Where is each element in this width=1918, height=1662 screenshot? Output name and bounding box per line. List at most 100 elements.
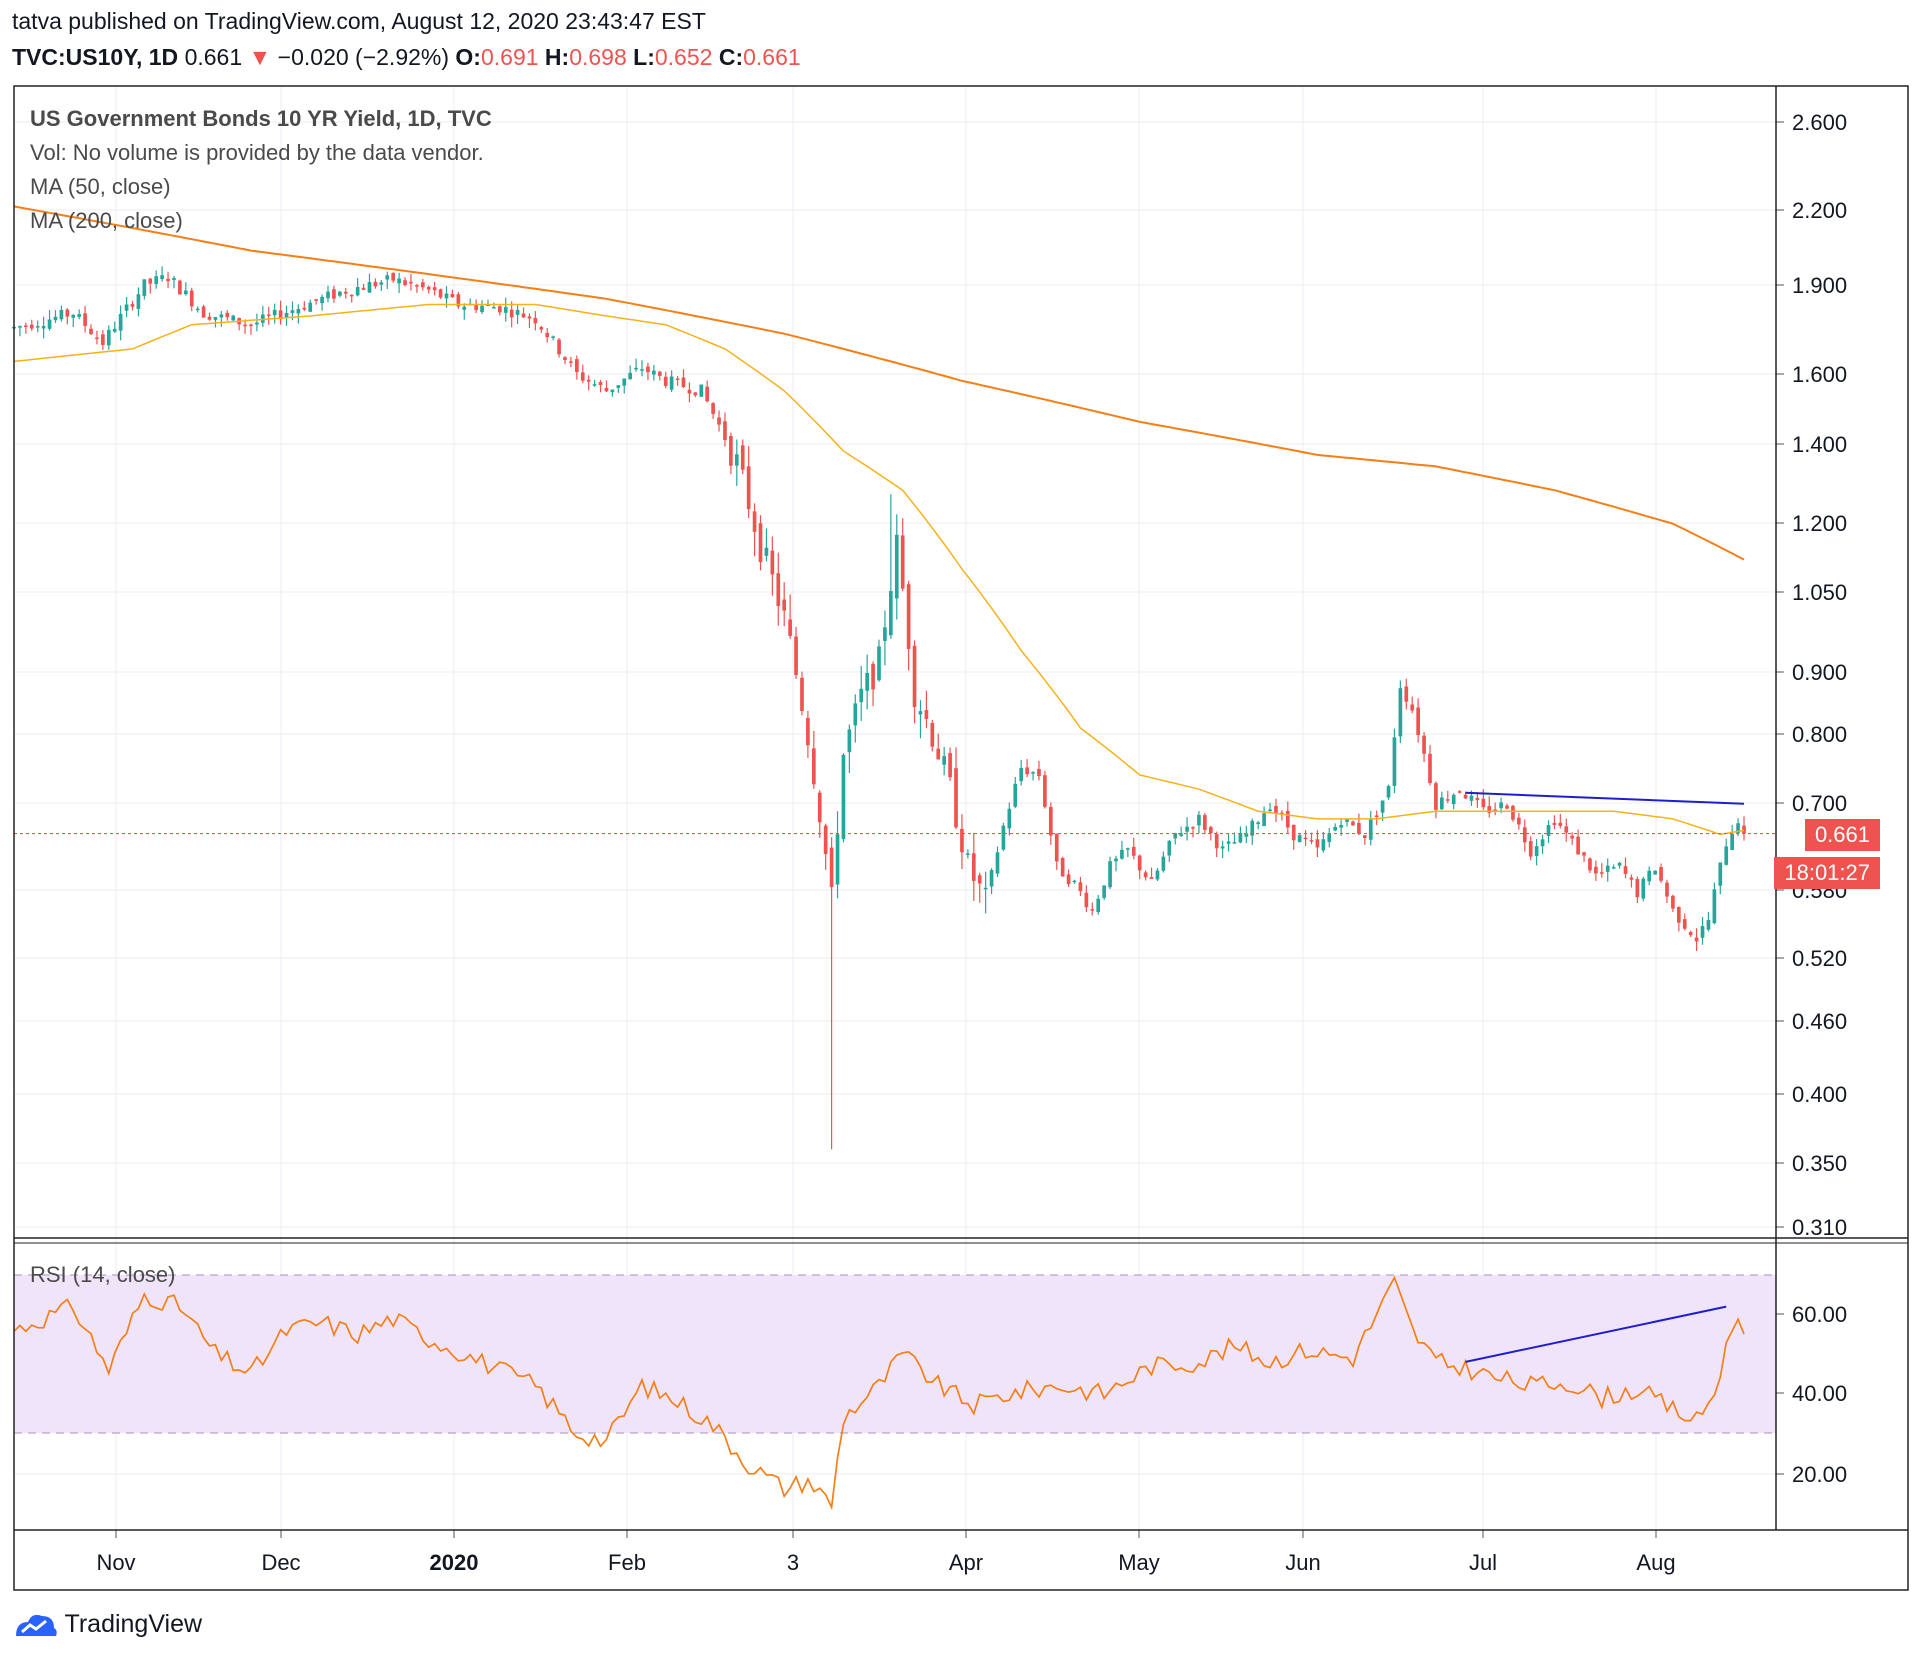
candle [859, 665, 864, 721]
candle-body [1688, 932, 1693, 936]
candle [545, 328, 550, 343]
candle [237, 317, 241, 331]
candle-body [746, 466, 751, 510]
time-tick-label: May [1118, 1550, 1160, 1575]
candle-body [657, 371, 662, 376]
candle-body [326, 291, 330, 299]
candle [124, 297, 129, 318]
candle [18, 325, 22, 337]
candle-body [1410, 704, 1415, 711]
candle-body [515, 309, 520, 315]
candle [640, 360, 644, 377]
rsi-tick-label: 20.00 [1792, 1462, 1847, 1487]
candle-body [195, 308, 200, 311]
candle-body [249, 324, 253, 327]
candle [1149, 867, 1154, 879]
candle [930, 719, 935, 752]
candle-body [415, 285, 419, 287]
candle-body [213, 317, 218, 320]
price-axis[interactable]: 2.600 2.200 1.900 1.600 1.400 1.200 1.050 0.900… [1776, 110, 1847, 1240]
candle-body [231, 315, 236, 321]
candle [1434, 781, 1438, 819]
candle [420, 278, 425, 291]
candle [367, 273, 372, 293]
candle-body [1694, 937, 1699, 942]
candle [1173, 832, 1178, 845]
tradingview-logo[interactable]: TradingView [14, 1610, 202, 1640]
candle-body [332, 289, 336, 299]
candle [515, 304, 520, 324]
candle [539, 325, 544, 333]
candle [586, 375, 591, 391]
candle-body [456, 294, 461, 307]
candle [112, 321, 117, 333]
rsi-trendline[interactable] [1465, 1305, 1727, 1363]
candle-body [1386, 786, 1391, 798]
candle [403, 277, 407, 287]
candle-body [1013, 783, 1018, 807]
candle-body [1238, 833, 1243, 843]
candle [1546, 820, 1551, 844]
candle [432, 281, 437, 296]
candle [314, 298, 318, 305]
candle [622, 378, 627, 394]
candle-body [160, 275, 164, 280]
candle [118, 305, 123, 341]
candle-body [835, 834, 840, 885]
outer-border [13, 85, 1909, 1591]
candle [752, 503, 757, 557]
candle [332, 285, 336, 303]
candle [1096, 895, 1101, 915]
candle [1013, 776, 1018, 809]
candle-body [296, 308, 301, 314]
candle-body [290, 310, 295, 313]
candle-body [397, 278, 401, 284]
candle [1694, 928, 1699, 952]
candle [995, 846, 1000, 877]
candle-body [1605, 865, 1610, 872]
candle-body [646, 366, 650, 373]
candle [817, 790, 822, 838]
candle [95, 330, 99, 345]
down-arrow-icon: ▼ [248, 44, 272, 70]
candle [711, 402, 715, 419]
candle [1268, 802, 1272, 813]
high-label: H: [544, 44, 570, 70]
candle [1143, 870, 1148, 881]
candle [865, 654, 869, 710]
candle-body [1534, 846, 1539, 857]
volume-note: Vol: No volume is provided by the data v… [30, 140, 484, 165]
candle-body [314, 299, 318, 301]
candle [705, 380, 710, 403]
candle [847, 724, 852, 773]
candle-body [592, 384, 597, 386]
candle [509, 301, 514, 328]
rsi-axis[interactable]: 60.00 40.00 20.00 [1776, 1302, 1847, 1487]
candle-body [811, 748, 816, 785]
candle-body [871, 663, 875, 690]
candle [1226, 833, 1231, 852]
price-tick-label: 0.310 [1792, 1215, 1847, 1240]
candle-body [112, 328, 117, 332]
candle [521, 307, 526, 318]
price-trendline[interactable] [1465, 791, 1745, 805]
candle-body [1594, 866, 1598, 874]
time-axis[interactable]: Nov Dec 2020 Feb 3 Apr May Jun Jul Aug [96, 1530, 1676, 1575]
candle [1120, 840, 1124, 860]
candle-body [1451, 794, 1456, 805]
candle [302, 301, 307, 312]
candle-body [971, 853, 976, 881]
candle [160, 266, 164, 282]
candle-body [800, 677, 804, 712]
candle-body [438, 289, 443, 298]
candle-body [693, 392, 698, 396]
candle-body [859, 688, 864, 702]
candle [1197, 811, 1201, 834]
candle-body [1256, 822, 1261, 825]
candle [770, 536, 775, 596]
candle [1688, 930, 1693, 937]
candle [1303, 830, 1308, 846]
candle-body [1635, 879, 1640, 898]
candle-body [1576, 836, 1580, 855]
